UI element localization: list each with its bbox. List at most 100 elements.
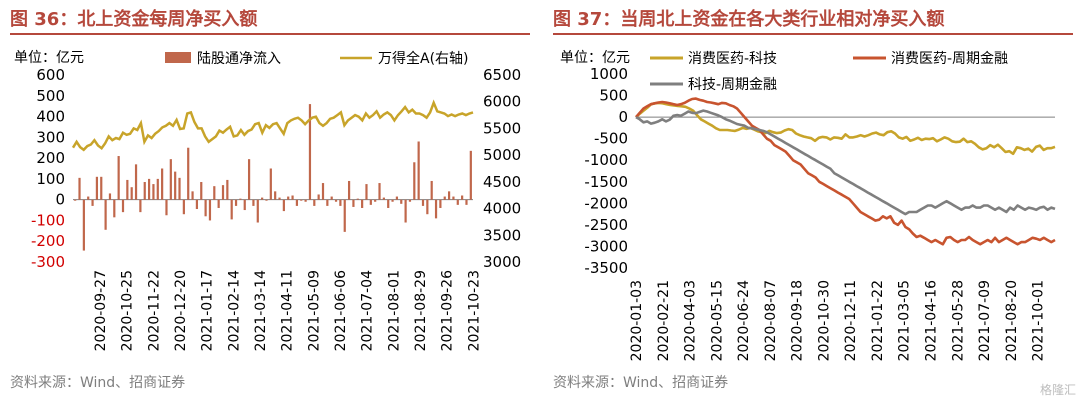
y2-tick-label: 6000 [483, 93, 521, 111]
bar [369, 199, 372, 205]
x-tick-label: 2020-06-24 [736, 280, 752, 361]
bar [352, 199, 355, 207]
y-tick-label: 300 [36, 128, 65, 146]
chart-36-title: 图 36：北上资金每周净买入额 [10, 9, 258, 30]
bar [226, 179, 229, 200]
x-tick-label: 2020-05-15 [709, 280, 725, 361]
x-tick-label: 2021-09-26 [440, 270, 456, 351]
bar [265, 199, 268, 201]
y2-tick-label: 3000 [483, 253, 521, 271]
bar [374, 199, 377, 202]
bar [461, 195, 464, 200]
x-tick-label: 2020-09-27 [93, 270, 109, 351]
x-tick-label: 2021-10-01 [1031, 280, 1047, 361]
bar [156, 178, 159, 200]
series-line [635, 97, 1056, 246]
bar [439, 199, 442, 208]
x-tick-label: 2021-03-05 [897, 280, 913, 361]
bar [452, 196, 455, 200]
bar [469, 150, 472, 200]
legend-swatch-bar [165, 52, 191, 63]
bar [191, 191, 194, 200]
bar [221, 185, 225, 200]
bar [200, 182, 203, 200]
y-tick-label: -2500 [584, 216, 628, 234]
y2-tick-label: 3500 [483, 226, 521, 244]
unit-label: 单位：亿元 [560, 50, 630, 66]
x-tick-label: 2021-04-16 [924, 280, 940, 361]
y-tick-label: 100 [36, 170, 65, 188]
x-tick-label: 2021-03-14 [253, 270, 269, 351]
bar [339, 199, 342, 206]
legend-label: 万得全A(右轴) [378, 50, 469, 67]
series-line [635, 101, 1056, 156]
x-tick-label: 2021-02-14 [226, 270, 242, 351]
bar [182, 199, 185, 215]
bar [134, 164, 138, 200]
bar [295, 199, 299, 206]
chart-36-title-rule [10, 33, 530, 35]
bar [147, 178, 151, 200]
bar [187, 147, 190, 200]
x-tick-label: 2021-04-11 [280, 270, 296, 351]
bar [169, 159, 172, 200]
bar [87, 196, 90, 200]
y2-tick-label: 4500 [483, 173, 521, 191]
bar [361, 199, 364, 208]
bar [213, 186, 216, 200]
y-tick-label: -300 [31, 253, 65, 271]
x-tick-label: 2021-08-29 [413, 270, 429, 351]
bar [426, 199, 429, 215]
bar [417, 141, 420, 200]
bar [330, 196, 333, 200]
bar [82, 199, 85, 251]
bar [456, 199, 459, 205]
bar [261, 197, 264, 200]
bar [443, 196, 446, 200]
bar [174, 171, 177, 200]
bar [100, 176, 103, 200]
bar [378, 183, 381, 200]
watermark: 格隆汇 [1039, 383, 1076, 397]
bar [317, 194, 320, 200]
chart-37-source: 资料来源：Wind、招商证券 [553, 375, 729, 391]
bar [130, 187, 133, 200]
bar [326, 199, 329, 206]
bar [95, 176, 99, 200]
y2-tick-label: 5500 [483, 119, 521, 137]
bar [343, 199, 346, 232]
x-tick-label: 2020-02-21 [656, 280, 672, 361]
bar [308, 104, 312, 200]
bar [282, 199, 285, 212]
y-tick-label: 500 [36, 87, 65, 105]
y-tick-label: -3500 [584, 259, 628, 277]
x-tick-label: 2020-09-18 [790, 280, 806, 361]
bar [143, 182, 146, 200]
bar [313, 199, 316, 206]
bar [247, 159, 251, 200]
wind-a-index-line [71, 99, 474, 152]
bar [121, 199, 125, 213]
bar [152, 184, 155, 200]
y-tick-label: 0 [55, 191, 65, 209]
y-tick-label: -200 [31, 232, 65, 250]
bar [387, 199, 390, 208]
y-tick-label: -2000 [584, 194, 628, 212]
bar [391, 199, 394, 202]
bar [408, 199, 412, 202]
x-tick-label: 2020-10-25 [120, 270, 136, 351]
series-line [635, 109, 1056, 216]
legend-label: 消费医药-周期金融 [891, 51, 1008, 67]
chart-36-source: 资料来源：Wind、招商证券 [10, 375, 186, 391]
y2-tick-label: 4000 [483, 200, 521, 218]
legend-label: 消费医药-科技 [688, 51, 777, 67]
bar [74, 199, 77, 201]
y-tick-label: 0 [618, 108, 628, 126]
x-tick-label: 2020-04-03 [683, 280, 699, 361]
unit-label: 单位：亿元 [14, 50, 84, 66]
y-tick-label: -3000 [584, 237, 628, 255]
chart-37-title-rule [553, 33, 1073, 35]
bar [278, 197, 281, 200]
y-tick-label: 200 [36, 149, 65, 167]
chart-37-title: 图 37：当周北上资金在各大类行业相对净买入额 [553, 9, 945, 30]
